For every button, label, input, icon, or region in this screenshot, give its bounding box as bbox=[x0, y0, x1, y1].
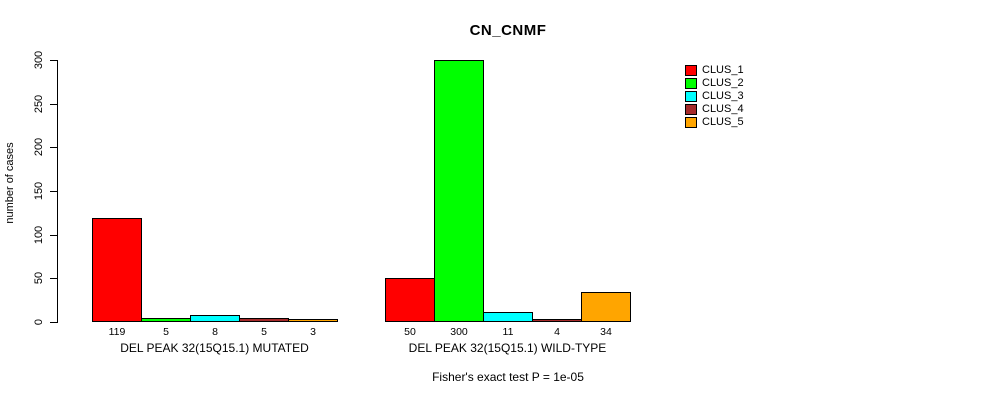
legend-label: CLUS_5 bbox=[702, 116, 744, 128]
y-tick-mark bbox=[50, 147, 57, 149]
bar-value-label: 5 bbox=[261, 326, 267, 338]
y-axis-line bbox=[57, 60, 58, 323]
legend-swatch-clus_3 bbox=[685, 91, 697, 102]
legend-label: CLUS_3 bbox=[702, 90, 744, 102]
bar-clus_1 bbox=[92, 218, 142, 322]
legend-swatch-clus_5 bbox=[685, 117, 697, 128]
bar-clus_3 bbox=[483, 312, 533, 322]
y-tick-label: 250 bbox=[33, 94, 45, 113]
y-tick-mark bbox=[50, 103, 57, 105]
bar-value-label: 300 bbox=[450, 326, 468, 338]
bar-clus_2 bbox=[141, 317, 191, 322]
y-tick-mark bbox=[50, 234, 57, 236]
group-label: DEL PEAK 32(15Q15.1) MUTATED bbox=[120, 341, 309, 355]
y-tick-mark bbox=[50, 60, 57, 61]
chart-title: CN_CNMF bbox=[469, 22, 547, 39]
y-tick-label: 100 bbox=[33, 225, 45, 244]
bar-value-label: 3 bbox=[310, 326, 316, 338]
bar-value-label: 4 bbox=[554, 326, 560, 338]
y-tick-label: 150 bbox=[33, 181, 45, 201]
bar-clus_4 bbox=[532, 318, 582, 322]
y-tick-mark bbox=[50, 322, 57, 323]
y-tick-mark bbox=[50, 191, 57, 192]
y-tick-label: 200 bbox=[33, 138, 45, 157]
bar-value-label: 119 bbox=[108, 326, 126, 338]
y-tick-label: 50 bbox=[33, 272, 45, 285]
y-axis-label: number of cases bbox=[4, 142, 16, 224]
legend-swatch-clus_1 bbox=[685, 65, 697, 76]
bar-clus_5 bbox=[581, 292, 631, 322]
y-tick-label: 300 bbox=[33, 50, 45, 70]
bar-clus_3 bbox=[190, 315, 240, 322]
legend-label: CLUS_1 bbox=[702, 64, 744, 76]
y-tick-mark bbox=[50, 278, 57, 280]
bar-value-label: 8 bbox=[212, 326, 218, 338]
bar-value-label: 5 bbox=[163, 326, 169, 338]
bar-clus_2 bbox=[434, 60, 484, 322]
legend-label: CLUS_4 bbox=[702, 103, 744, 115]
annotation-text: Fisher's exact test P = 1e-05 bbox=[432, 370, 584, 384]
group-label: DEL PEAK 32(15Q15.1) WILD-TYPE bbox=[408, 341, 607, 355]
bar-clus_1 bbox=[385, 278, 435, 322]
legend-swatch-clus_2 bbox=[685, 78, 697, 89]
bar-clus_5 bbox=[288, 319, 338, 322]
legend-label: CLUS_2 bbox=[702, 77, 744, 89]
bar-clus_4 bbox=[239, 317, 289, 322]
bar-value-label: 11 bbox=[502, 326, 514, 338]
bar-value-label: 50 bbox=[404, 326, 416, 338]
legend-swatch-clus_4 bbox=[685, 104, 697, 115]
bar-value-label: 34 bbox=[600, 326, 612, 338]
y-tick-label: 0 bbox=[33, 318, 45, 326]
